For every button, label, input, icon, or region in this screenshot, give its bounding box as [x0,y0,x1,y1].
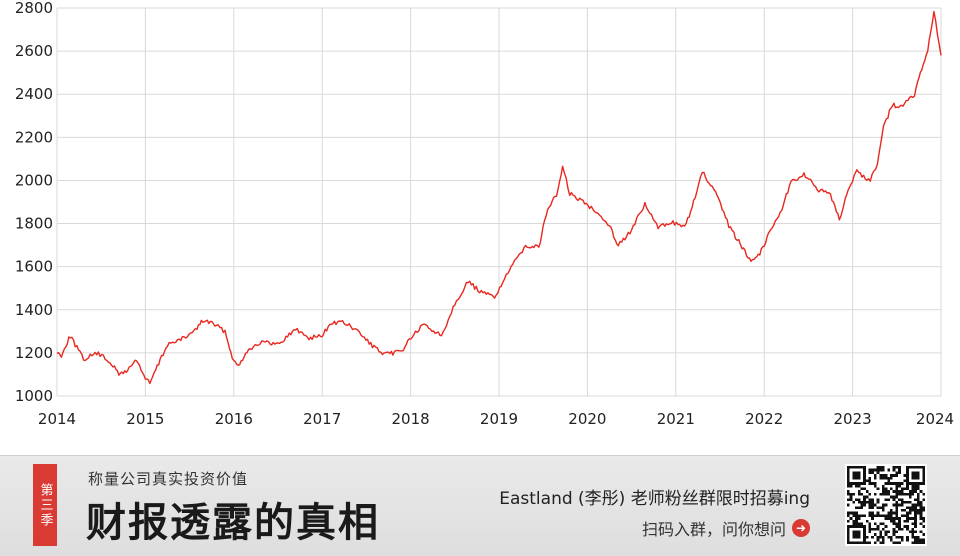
y-tick-label: 1400 [15,301,53,319]
x-tick-label: 2022 [745,410,783,428]
series-line-price [56,10,942,385]
x-tick-label: 2021 [657,410,695,428]
x-tick-label: 2015 [126,410,164,428]
promo-banner: 第三季 称量公司真实投资价值 财报透露的真相 Eastland (李彤) 老师粉… [0,455,960,556]
season-badge: 第三季 [33,464,57,546]
recruit-text: Eastland (李彤) 老师粉丝群限时招募ing [499,489,810,509]
x-tick-label: 2024 [916,410,954,428]
y-tick-label: 2800 [15,0,53,17]
axis-labels: 1000 1200 1400 1600 1800 2000 2200 2400 2600 2800… [15,0,954,428]
x-tick-label: 2016 [215,410,253,428]
qr-code-icon[interactable] [845,464,927,546]
y-tick-label: 1800 [15,215,53,233]
y-tick-label: 1000 [15,387,53,405]
cta-text: 扫码入群，问你想问 [641,520,786,539]
grid-lines [56,7,942,397]
program-title: 财报透露的真相 [86,499,380,546]
y-tick-label: 2400 [15,85,53,103]
y-tick-label: 1200 [15,344,53,362]
cta-row[interactable]: 扫码入群，问你想问 ➜ [642,516,810,540]
x-tick-label: 2017 [303,410,341,428]
y-tick-label: 2000 [15,171,53,189]
x-tick-label: 2014 [38,410,76,428]
chart-svg: 1000 1200 1400 1600 1800 2000 2200 2400 2600 2800… [15,0,954,428]
arrow-right-circle-icon[interactable]: ➜ [792,519,810,537]
x-tick-label: 2020 [568,410,606,428]
price-chart: 1000 1200 1400 1600 1800 2000 2200 2400 2600 2800… [15,0,954,428]
x-tick-label: 2018 [392,410,430,428]
x-tick-label: 2019 [480,410,518,428]
y-tick-label: 2200 [15,128,53,146]
y-tick-label: 2600 [15,42,53,60]
x-tick-label: 2023 [834,410,872,428]
slogan-text: 称量公司真实投资价值 [88,470,249,488]
y-tick-label: 1600 [15,258,53,276]
